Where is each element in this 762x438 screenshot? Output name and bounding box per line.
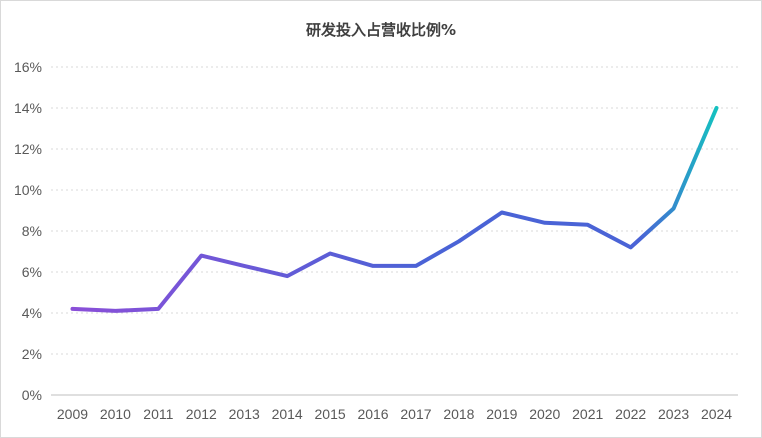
- x-tick-label: 2020: [529, 406, 560, 422]
- x-tick-label: 2016: [357, 406, 388, 422]
- chart-title: 研发投入占营收比例%: [305, 21, 457, 39]
- y-tick-label: 4%: [22, 305, 42, 321]
- y-tick-label: 14%: [14, 100, 42, 116]
- x-tick-label: 2009: [57, 406, 88, 422]
- x-tick-label: 2015: [315, 406, 346, 422]
- x-tick-label: 2023: [658, 406, 689, 422]
- x-tick-label: 2018: [443, 406, 474, 422]
- x-tick-label: 2024: [701, 406, 732, 422]
- y-tick-label: 10%: [14, 182, 42, 198]
- y-tick-label: 0%: [22, 387, 42, 403]
- x-tick-label: 2012: [186, 406, 217, 422]
- x-tick-label: 2011: [143, 406, 173, 422]
- x-tick-labels: 2009 2010 2011 2012 2013 2014 2015 2016 2017 2018…: [57, 406, 732, 422]
- x-tick-label: 2014: [272, 406, 303, 422]
- series-layer: [70, 106, 719, 313]
- x-tick-label: 2017: [400, 406, 431, 422]
- y-tick-label: 12%: [14, 141, 42, 157]
- x-tick-label: 2013: [229, 406, 260, 422]
- series-line: [70, 106, 719, 313]
- y-tick-label: 2%: [22, 346, 42, 362]
- y-tick-labels: 0% 2% 4% 6% 8% 10% 12% 14% 16%: [14, 59, 42, 403]
- y-tick-label: 16%: [14, 59, 42, 75]
- x-tick-label: 2022: [615, 406, 646, 422]
- y-tick-label: 8%: [22, 223, 42, 239]
- x-tick-label: 2021: [572, 406, 603, 422]
- x-tick-label: 2019: [486, 406, 517, 422]
- y-tick-label: 6%: [22, 264, 42, 280]
- x-tick-label: 2010: [100, 406, 131, 422]
